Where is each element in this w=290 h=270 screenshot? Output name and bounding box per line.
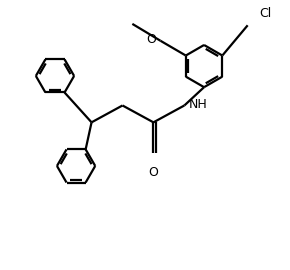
Text: NH: NH xyxy=(188,97,207,110)
Text: O: O xyxy=(148,166,158,179)
Text: Cl: Cl xyxy=(259,7,271,20)
Text: O: O xyxy=(146,33,156,46)
